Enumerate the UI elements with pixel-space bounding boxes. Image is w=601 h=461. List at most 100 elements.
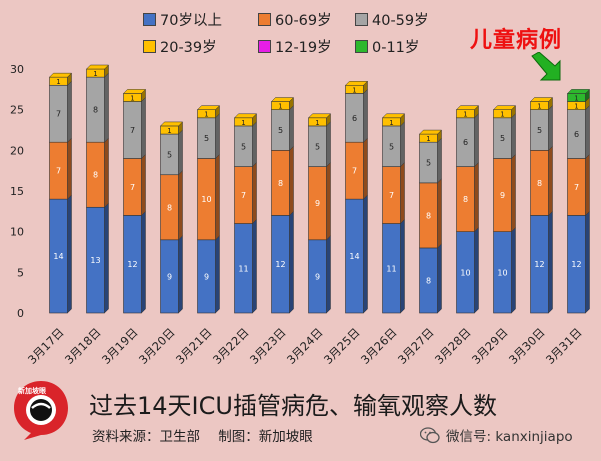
bar-value-label: 12 [275, 260, 285, 269]
legend-label: 0-11岁 [372, 40, 420, 56]
bar-segment-side [141, 153, 146, 217]
bar-value-label: 1 [278, 103, 282, 111]
bar-top [566, 89, 591, 94]
x-tick-label: 3月25日 [321, 325, 363, 367]
bar-value-label: 12 [534, 260, 544, 269]
bar-segment-side [400, 161, 405, 225]
bar-value-label: 8 [426, 276, 431, 285]
bar-value-label: 10 [497, 268, 507, 277]
legend-label: 40-59岁 [372, 13, 429, 29]
bar-value-label: 5 [537, 126, 542, 135]
bar-value-label: 8 [463, 195, 468, 204]
bar-value-label: 7 [352, 167, 357, 176]
bar-segment-side [178, 129, 183, 176]
bar-value-label: 8 [93, 106, 98, 115]
y-tick-label: 30 [10, 63, 24, 76]
bar-top [85, 64, 110, 70]
bar-segment-side [585, 210, 590, 314]
bar-segment-side [474, 161, 479, 233]
x-tick-label: 3月20日 [136, 325, 178, 367]
bar-value-label: 1 [93, 70, 97, 78]
bar-segment-side [289, 105, 294, 151]
bar-segment-side [215, 235, 220, 314]
y-tick-label: 10 [10, 226, 24, 239]
bar-top [122, 89, 147, 94]
bar-value-label: 1 [167, 127, 171, 135]
bar-value-label: 12 [127, 260, 137, 269]
bar-top [344, 81, 369, 86]
legend-item-70-plus: 70岁以上 [143, 9, 222, 30]
bar-value-label: 12 [571, 260, 581, 269]
bar-segment-side [363, 137, 368, 200]
bar-value-label: 13 [90, 256, 100, 265]
legend-label: 70岁以上 [160, 13, 222, 29]
x-tick-label: 3月29日 [469, 325, 511, 367]
children-cases-annotation: 儿童病例 [470, 28, 563, 53]
x-tick-label: 3月30日 [506, 325, 548, 367]
bar-segment-side [326, 121, 331, 168]
bar-top [529, 97, 554, 102]
bar-value-label: 7 [56, 110, 61, 119]
bar-segment-side [474, 113, 479, 168]
bar-value-label: 9 [500, 191, 505, 200]
bar-value-label: 5 [241, 142, 246, 151]
bar-value-label: 1 [352, 86, 356, 94]
bar-value-label: 1 [426, 135, 430, 143]
bar-segment-side [178, 235, 183, 314]
bar-segment-side [252, 121, 257, 168]
y-tick-label: 20 [10, 144, 24, 157]
bar-value-label: 8 [426, 211, 431, 220]
bar-segment-side [104, 72, 109, 143]
bar-segment-side [474, 227, 479, 314]
bar-segment-side [511, 113, 516, 160]
bar-value-label: 7 [574, 183, 579, 192]
bar-top [48, 72, 73, 78]
bar-segment-side [363, 88, 368, 143]
y-tick-label: 5 [17, 266, 24, 279]
bar-segment-side [400, 121, 405, 168]
legend-item-12-19: 12-19岁 [258, 36, 332, 57]
x-tick-label: 3月21日 [173, 325, 215, 367]
bar-segment-side [437, 243, 442, 314]
bar-value-label: 6 [574, 130, 579, 139]
bar-value-label: 1 [389, 119, 393, 127]
logo-text: 新加坡眼 [18, 387, 46, 395]
legend-item-20-39: 20-39岁 [143, 36, 217, 57]
x-tick-label: 3月17日 [25, 325, 67, 367]
x-tick-label: 3月26日 [358, 325, 400, 367]
bar-segment-side [67, 80, 72, 143]
bar-value-label: 7 [389, 191, 394, 200]
bar-value-label: 9 [167, 272, 172, 281]
bar-segment-side [326, 161, 331, 241]
bar-top [196, 105, 221, 110]
wechat-icon [420, 426, 440, 443]
bar-top [159, 121, 184, 127]
bar-segment-side [363, 194, 368, 314]
bar-segment-side [215, 153, 220, 241]
bar-value-label: 1 [204, 111, 208, 119]
bar-value-label: 1 [56, 78, 60, 86]
bar-value-label: 10 [460, 268, 470, 277]
bar-value-label: 10 [201, 195, 211, 204]
bar-value-label: 1 [574, 94, 578, 102]
x-tick-label: 3月24日 [284, 325, 326, 367]
x-tick-label: 3月28日 [432, 325, 474, 367]
y-tick-label: 0 [17, 307, 24, 320]
bar-top [270, 97, 295, 102]
bar-segment-side [141, 210, 146, 314]
bar-value-label: 5 [204, 134, 209, 143]
footer-source: 资料来源：卫生部 制图：新加坡眼 [92, 425, 327, 445]
bar-segment-side [437, 178, 442, 249]
bar-value-label: 1 [574, 103, 578, 111]
bar-segment-side [215, 113, 220, 160]
bar-top [492, 105, 517, 110]
bar-segment-side [437, 137, 442, 184]
bar-value-label: 7 [241, 191, 246, 200]
bar-segment-side [252, 161, 257, 225]
x-tick-label: 3月18日 [62, 325, 104, 367]
y-tick-label: 15 [10, 185, 24, 198]
bar-value-label: 9 [315, 199, 320, 208]
legend-swatch [355, 40, 368, 53]
bar-top [233, 113, 258, 119]
legend-swatch [143, 40, 156, 53]
